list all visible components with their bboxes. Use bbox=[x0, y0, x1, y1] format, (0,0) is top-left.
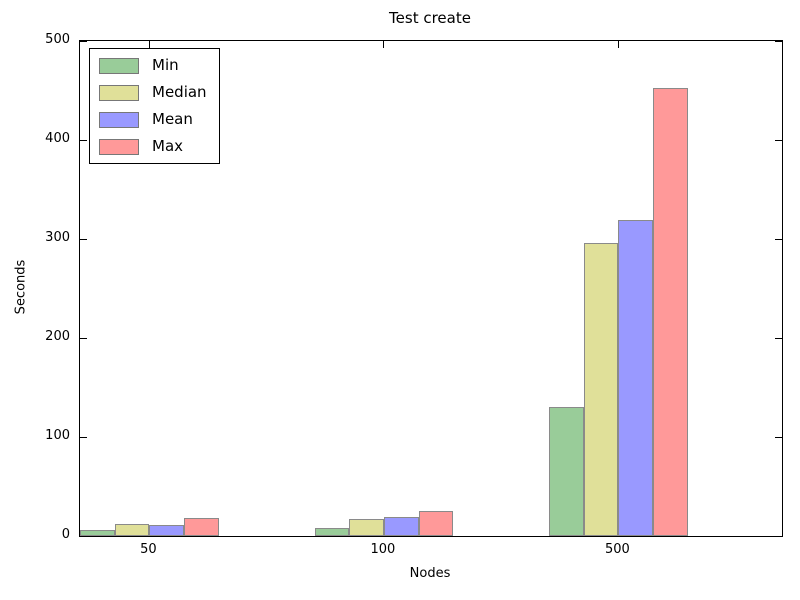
legend: Min Median Mean Max bbox=[89, 48, 220, 164]
y-tick-mark bbox=[80, 238, 87, 240]
y-tick-mark bbox=[775, 40, 782, 42]
y-tick-label: 400 bbox=[45, 131, 70, 146]
bar-max-500 bbox=[653, 87, 688, 536]
bar-mean-50 bbox=[149, 525, 185, 536]
x-tick-mark bbox=[383, 41, 385, 48]
y-tick-mark bbox=[775, 337, 782, 339]
bar-max-50 bbox=[184, 518, 219, 536]
legend-entry-median: Median bbox=[99, 84, 207, 101]
bar-min-500 bbox=[549, 407, 584, 536]
legend-label: Mean bbox=[152, 110, 193, 128]
y-tick-mark bbox=[80, 139, 87, 141]
x-tick-label: 500 bbox=[604, 542, 630, 557]
bar-mean-100 bbox=[383, 517, 419, 536]
bar-max-100 bbox=[418, 511, 454, 536]
bar-min-50 bbox=[80, 530, 115, 536]
bar-median-500 bbox=[583, 242, 619, 536]
legend-entry-min: Min bbox=[99, 57, 207, 74]
y-tick-mark bbox=[80, 535, 87, 537]
legend-swatch-median bbox=[99, 84, 139, 101]
legend-label: Median bbox=[152, 83, 207, 101]
legend-swatch-max bbox=[99, 138, 139, 155]
x-axis-label: Nodes bbox=[409, 566, 451, 581]
legend-entry-max: Max bbox=[99, 138, 207, 155]
y-tick-mark bbox=[775, 436, 782, 438]
y-tick-mark bbox=[80, 436, 87, 438]
bar-median-100 bbox=[349, 519, 384, 536]
legend-swatch-min bbox=[99, 57, 139, 74]
y-tick-mark bbox=[775, 535, 782, 537]
legend-label: Max bbox=[152, 137, 184, 155]
y-tick-mark bbox=[80, 40, 87, 42]
legend-label: Min bbox=[152, 56, 179, 74]
y-axis-label: Seconds bbox=[13, 259, 29, 315]
x-tick-mark bbox=[617, 41, 619, 48]
y-tick-mark bbox=[775, 139, 782, 141]
y-tick-label: 500 bbox=[45, 32, 70, 47]
y-tick-label: 300 bbox=[45, 230, 70, 245]
bar-median-50 bbox=[114, 524, 150, 536]
y-tick-label: 0 bbox=[61, 527, 70, 542]
y-tick-label: 200 bbox=[45, 329, 70, 344]
legend-swatch-mean bbox=[99, 111, 139, 128]
plot-area: Min Median Mean Max bbox=[79, 40, 783, 537]
x-tick-mark bbox=[148, 41, 150, 48]
y-tick-mark bbox=[80, 337, 87, 339]
x-tick-label: 50 bbox=[140, 542, 157, 557]
chart-title: Test create bbox=[389, 9, 471, 27]
bar-min-100 bbox=[314, 528, 350, 536]
legend-entry-mean: Mean bbox=[99, 111, 207, 128]
y-tick-label: 100 bbox=[45, 428, 70, 443]
y-tick-mark bbox=[775, 238, 782, 240]
bar-mean-500 bbox=[618, 220, 654, 536]
x-tick-label: 100 bbox=[370, 542, 396, 557]
